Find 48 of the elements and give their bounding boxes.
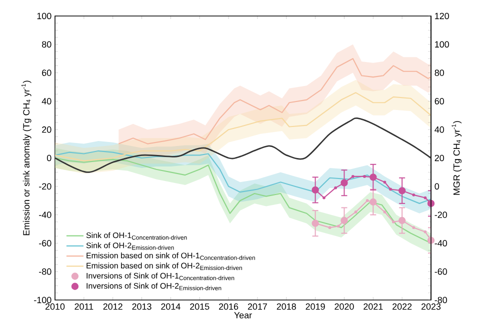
legend-label: $\text{Inversions of Sink of OH-2}_{\text{Emission-driven}}$ [86, 282, 222, 290]
x-tick-label: 2015 [190, 303, 210, 310]
x-tick-label: 2010 [45, 303, 65, 310]
legend-label: $\text{Sink of OH-2}_{\text{Emission-driven}}$ [86, 242, 174, 250]
y-tick-label: 60 [42, 70, 52, 76]
x-tick-label: 2022 [392, 303, 412, 310]
x-tick-label: 2020 [334, 303, 354, 310]
x-tick-label: 2023 [421, 303, 441, 310]
line-series [55, 118, 432, 173]
y-tick-label: -100 [34, 296, 52, 304]
y2-tick-label: 120 [435, 12, 450, 20]
x-axis-title: Year [234, 312, 252, 318]
y-tick-label: -20 [39, 183, 52, 190]
y-tick-label: 100 [37, 12, 52, 20]
y2-axis-title: MGR (Tg CH$_{4}$ yr$^{-1}$) [452, 121, 462, 195]
y2-tick-label: 0 [434, 183, 440, 190]
y-tick-label: 40 [42, 98, 52, 104]
x-tick-label: 2021 [364, 303, 383, 310]
legend-label: $\text{Emission based on sink of OH-1}_{\text{Concentration-driven}}$ [86, 252, 255, 260]
y-tick-label: 0 [46, 154, 52, 162]
x-tick-label: 2017 [248, 303, 267, 310]
y-tick-label: -60 [39, 240, 52, 246]
y2-tick-label: 20 [434, 154, 444, 162]
y2-tick-label: 40 [434, 126, 444, 133]
x-tick-label: 2019 [306, 303, 325, 310]
y-axis-title: Emission or sink anomaly (Tg CH$_{4}$ yr$^{-1}$) [22, 80, 32, 236]
y2-tick-label: -60 [434, 268, 448, 275]
y-tick-label: 20 [42, 126, 52, 133]
line-series [55, 92, 432, 162]
y-tick-label: -40 [39, 212, 52, 218]
legend-label: $\text{Inversions of Sink of OH-1}_{\text{Concentration-driven}}$ [86, 272, 234, 280]
y2-tick-label: -80 [434, 296, 448, 304]
y2-tick-label: 60 [434, 98, 444, 104]
line-series [118, 58, 432, 144]
x-tick-label: 2018 [276, 303, 296, 310]
x-tick-label: 2016 [219, 303, 238, 310]
x-tick-label: 2013 [132, 303, 152, 310]
x-tick-label: 2011 [74, 303, 94, 310]
x-tick-label: 2012 [103, 303, 122, 310]
y-tick-label: -80 [39, 268, 52, 275]
y2-tick-label: -40 [434, 240, 448, 246]
x-tick-label: 2014 [161, 303, 180, 310]
y-tick-label: 80 [42, 41, 52, 48]
legend-label: $\text{Sink of OH-1}_{\text{Concentration-driven}}$ [86, 232, 187, 240]
legend-label: $\text{Emission based on sink of OH-2}_{\text{Emission-driven}}$ [86, 262, 242, 270]
y2-tick-label: 80 [434, 70, 444, 76]
y2-tick-label: 100 [435, 41, 450, 48]
y2-tick-label: -20 [434, 212, 448, 218]
